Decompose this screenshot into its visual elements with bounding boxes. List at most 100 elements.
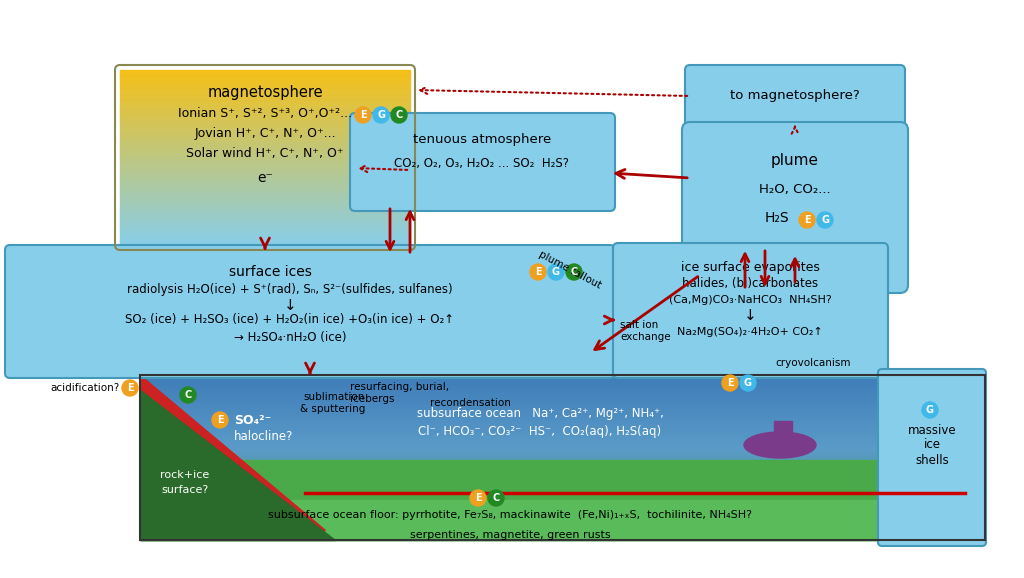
Bar bbox=[140, 405, 985, 408]
Bar bbox=[120, 154, 410, 157]
Text: halides, (bi)carbonates: halides, (bi)carbonates bbox=[682, 277, 818, 291]
Bar bbox=[120, 116, 410, 120]
Text: tenuous atmosphere: tenuous atmosphere bbox=[413, 134, 551, 146]
Text: SO₂ (ice) + H₂SO₃ (ice) + H₂O₂(in ice) +O₃(in ice) + O₂↑: SO₂ (ice) + H₂SO₃ (ice) + H₂O₂(in ice) +… bbox=[125, 313, 455, 327]
Text: (Ca,Mg)CO₃·NaHCO₃  NH₄SH?: (Ca,Mg)CO₃·NaHCO₃ NH₄SH? bbox=[669, 295, 831, 305]
Bar bbox=[140, 436, 985, 439]
FancyBboxPatch shape bbox=[685, 65, 905, 127]
Text: ↓: ↓ bbox=[743, 309, 757, 324]
Bar bbox=[140, 424, 985, 427]
Circle shape bbox=[373, 107, 389, 123]
Bar bbox=[120, 169, 410, 172]
Bar bbox=[140, 428, 985, 431]
Bar bbox=[120, 216, 410, 218]
Circle shape bbox=[470, 490, 486, 506]
Bar bbox=[120, 163, 410, 166]
Bar bbox=[120, 198, 410, 201]
Bar bbox=[140, 387, 985, 390]
Circle shape bbox=[722, 375, 738, 391]
Bar bbox=[140, 477, 985, 480]
Bar bbox=[140, 440, 985, 443]
Text: serpentines, magnetite, green rusts: serpentines, magnetite, green rusts bbox=[410, 530, 610, 540]
Bar bbox=[140, 476, 985, 478]
Text: e⁻: e⁻ bbox=[257, 171, 273, 185]
Text: cryovolcanism: cryovolcanism bbox=[775, 358, 851, 368]
Bar bbox=[140, 461, 985, 464]
Circle shape bbox=[355, 107, 371, 123]
Bar bbox=[140, 529, 985, 532]
Circle shape bbox=[817, 212, 833, 228]
Bar bbox=[120, 166, 410, 169]
Bar bbox=[140, 403, 985, 406]
Bar bbox=[140, 501, 985, 503]
Bar bbox=[140, 486, 985, 488]
Text: C: C bbox=[184, 390, 191, 400]
Bar bbox=[140, 379, 985, 381]
Text: H₂S: H₂S bbox=[765, 211, 790, 225]
Circle shape bbox=[391, 107, 407, 123]
Bar bbox=[140, 496, 985, 499]
Bar bbox=[120, 177, 410, 181]
Bar bbox=[140, 531, 985, 534]
Bar bbox=[120, 157, 410, 161]
Text: G: G bbox=[377, 110, 385, 120]
Bar bbox=[120, 136, 410, 140]
Bar bbox=[140, 395, 985, 398]
Text: surface?: surface? bbox=[162, 485, 209, 495]
Bar bbox=[140, 525, 985, 528]
Text: surface ices: surface ices bbox=[228, 265, 311, 279]
Text: H₂O, CO₂...: H₂O, CO₂... bbox=[759, 183, 830, 197]
Bar bbox=[120, 189, 410, 192]
Text: magnetosphere: magnetosphere bbox=[207, 84, 323, 99]
Text: E: E bbox=[359, 110, 367, 120]
Text: G: G bbox=[552, 267, 560, 277]
Bar bbox=[140, 410, 985, 412]
Bar bbox=[120, 122, 410, 125]
Bar bbox=[140, 399, 985, 402]
Text: → H₂SO₄·nH₂O (ice): → H₂SO₄·nH₂O (ice) bbox=[233, 332, 346, 344]
Bar bbox=[120, 69, 410, 73]
FancyBboxPatch shape bbox=[878, 369, 986, 546]
Bar bbox=[140, 484, 985, 486]
Polygon shape bbox=[140, 375, 325, 530]
Bar bbox=[140, 527, 985, 529]
Bar bbox=[140, 420, 985, 423]
FancyBboxPatch shape bbox=[350, 113, 615, 211]
Bar bbox=[120, 221, 410, 225]
Bar bbox=[140, 521, 985, 524]
FancyBboxPatch shape bbox=[613, 243, 888, 378]
Bar bbox=[120, 195, 410, 198]
Bar bbox=[140, 481, 985, 484]
Bar bbox=[120, 78, 410, 81]
Bar bbox=[140, 523, 985, 525]
Bar bbox=[140, 502, 985, 505]
Text: plume fallout: plume fallout bbox=[537, 249, 603, 291]
Bar bbox=[140, 451, 985, 453]
Text: G: G bbox=[821, 215, 829, 225]
FancyBboxPatch shape bbox=[5, 245, 615, 378]
Bar bbox=[140, 500, 985, 540]
Text: plume: plume bbox=[771, 153, 819, 168]
Bar bbox=[140, 447, 985, 449]
Bar bbox=[120, 183, 410, 187]
Bar bbox=[140, 389, 985, 391]
Bar bbox=[120, 125, 410, 128]
Bar bbox=[140, 449, 985, 451]
Bar bbox=[140, 385, 985, 387]
Bar bbox=[120, 180, 410, 184]
Bar bbox=[120, 192, 410, 195]
Bar bbox=[140, 397, 985, 400]
Bar bbox=[120, 148, 410, 151]
Text: CO₂, O₂, O₃, H₂O₂ ... SO₂  H₂S?: CO₂, O₂, O₃, H₂O₂ ... SO₂ H₂S? bbox=[394, 157, 569, 171]
Bar bbox=[120, 242, 410, 245]
Bar bbox=[120, 105, 410, 108]
Bar bbox=[140, 467, 985, 470]
Bar bbox=[120, 239, 410, 242]
Bar bbox=[120, 227, 410, 231]
Bar bbox=[140, 375, 985, 377]
Text: sublimation
& sputtering: sublimation & sputtering bbox=[300, 392, 365, 414]
Bar bbox=[120, 145, 410, 149]
Bar bbox=[140, 492, 985, 495]
Bar bbox=[120, 131, 410, 134]
Circle shape bbox=[799, 212, 815, 228]
